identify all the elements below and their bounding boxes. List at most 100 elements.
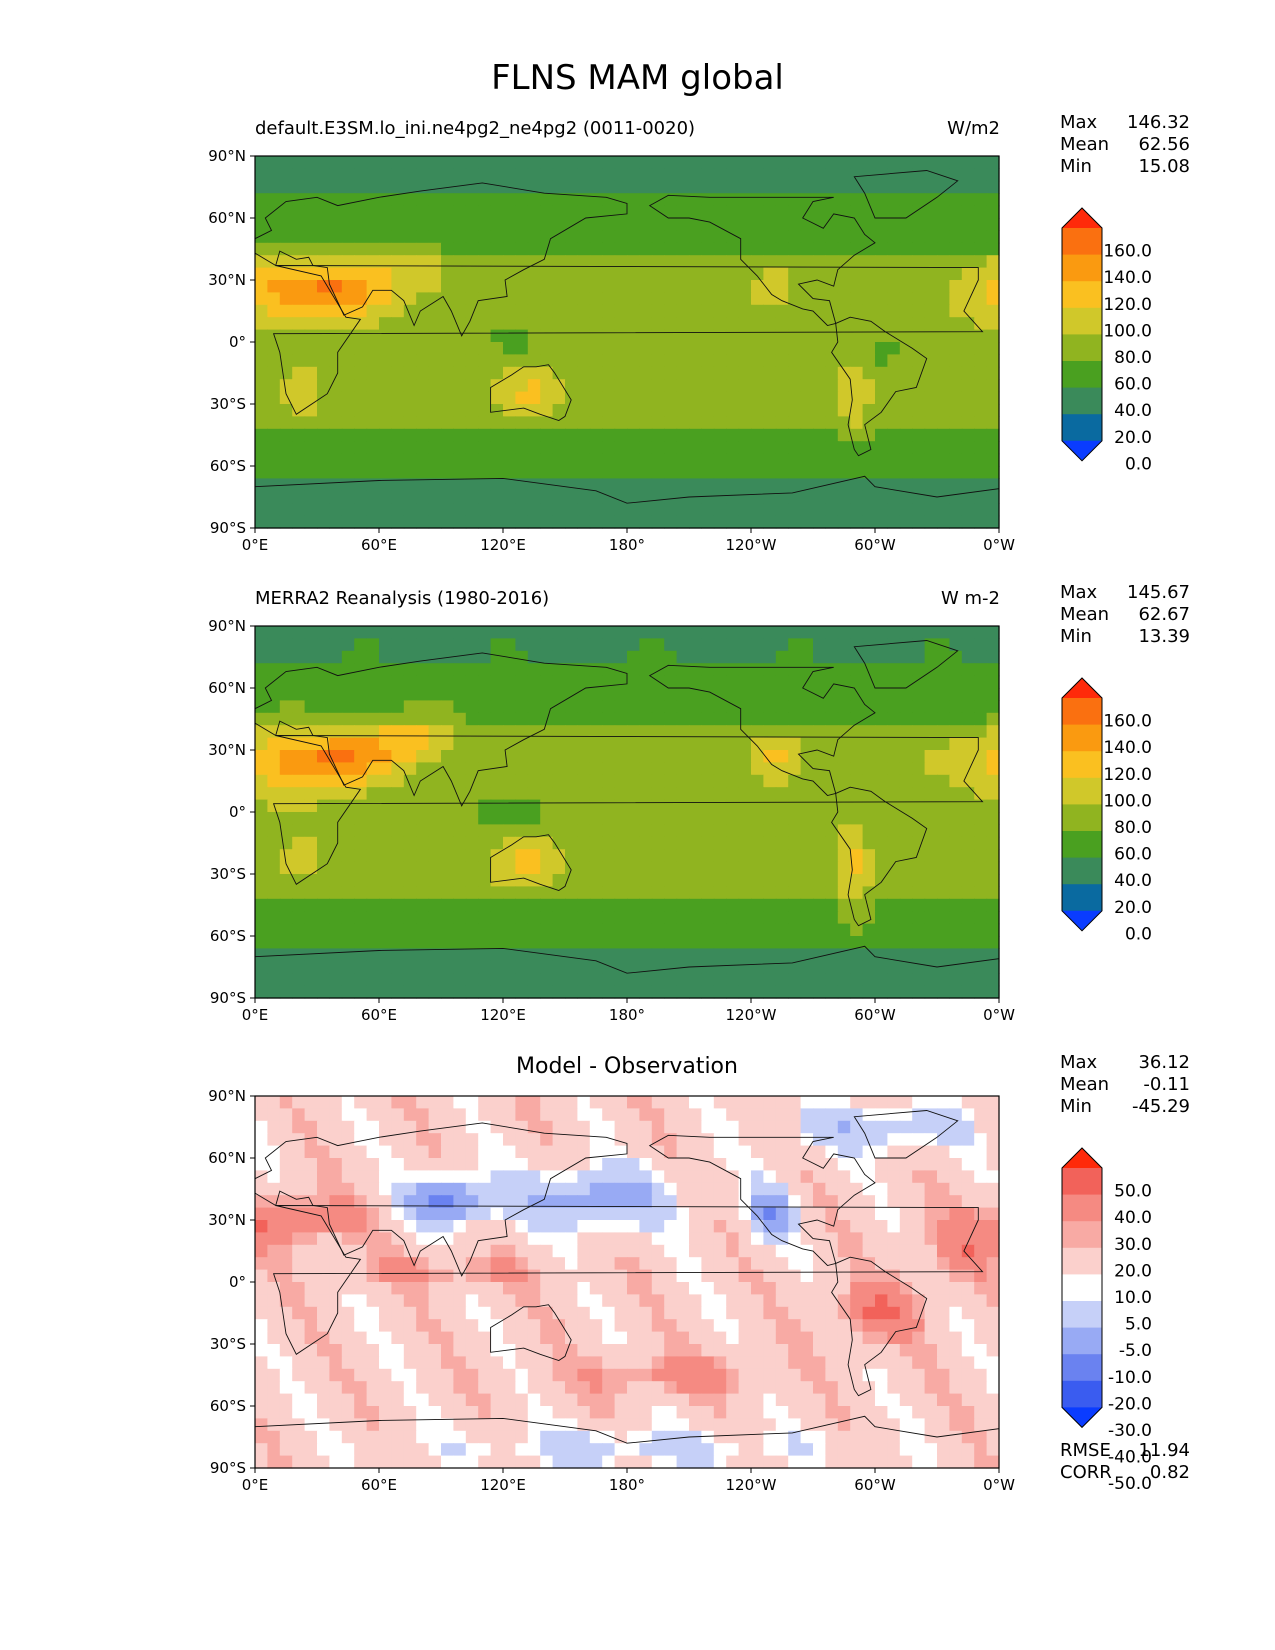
field-cell <box>366 503 380 517</box>
field-cell <box>279 490 293 504</box>
field-cell <box>292 242 306 256</box>
field-cell <box>465 1195 479 1209</box>
field-cell <box>577 404 591 417</box>
field-cell <box>490 441 504 455</box>
field-cell <box>788 205 802 219</box>
field-cell <box>763 180 777 194</box>
field-cell <box>614 1145 628 1159</box>
field-cell <box>788 1319 802 1333</box>
field-cell <box>850 1182 864 1196</box>
field-cell <box>267 1232 281 1246</box>
field-cell <box>614 1294 628 1308</box>
field-cell <box>738 1182 752 1196</box>
field-cell <box>503 836 516 850</box>
field-cell <box>354 948 368 962</box>
field-cell <box>441 1195 454 1209</box>
field-cell <box>837 490 851 504</box>
field-cell <box>788 762 802 776</box>
field-cell <box>974 973 988 987</box>
field-cell <box>341 985 355 999</box>
field-cell <box>800 404 814 417</box>
field-cell <box>775 650 789 664</box>
field-cell <box>825 428 839 442</box>
field-cell <box>428 230 442 244</box>
field-cell <box>279 737 293 751</box>
field-cell <box>490 317 504 331</box>
field-cell <box>416 1244 430 1258</box>
field-cell <box>664 1344 678 1357</box>
field-cell <box>800 787 814 801</box>
field-cell <box>639 317 653 331</box>
field-cell <box>341 1257 355 1271</box>
field-cell <box>453 985 467 999</box>
field-cell <box>341 180 355 194</box>
field-cell <box>490 329 504 343</box>
field-cell <box>800 700 814 714</box>
field-cell <box>924 267 938 281</box>
field-cell <box>775 441 789 455</box>
field-cell <box>366 985 380 999</box>
field-cell <box>751 650 764 664</box>
field-cell <box>949 255 963 269</box>
field-cell <box>676 1096 690 1109</box>
field-cell <box>800 762 814 776</box>
field-cell <box>887 1170 901 1184</box>
field-cell <box>837 379 851 393</box>
field-cell <box>949 886 963 900</box>
field-cell <box>453 712 467 726</box>
field-cell <box>986 688 1000 701</box>
field-cell <box>639 1232 653 1246</box>
field-cell <box>416 230 430 244</box>
field-cell <box>465 688 479 701</box>
field-cell <box>565 1269 578 1283</box>
field-cell <box>267 774 281 788</box>
field-cell <box>689 168 702 182</box>
field-cell <box>267 923 281 937</box>
colorbar-segment <box>1062 281 1102 309</box>
field-cell <box>763 1244 777 1258</box>
field-cell <box>825 1108 839 1122</box>
field-cell <box>639 762 653 776</box>
field-cell <box>552 1294 566 1308</box>
field-cell <box>354 1244 368 1258</box>
field-cell <box>255 267 268 281</box>
field-cell <box>602 379 616 393</box>
field-cell <box>540 342 554 355</box>
field-cell <box>379 1282 392 1295</box>
field-cell <box>664 1133 678 1147</box>
field-cell <box>366 242 380 256</box>
field-cell <box>825 205 839 219</box>
field-cell <box>887 725 901 739</box>
field-cell <box>453 230 467 244</box>
field-cell <box>664 490 678 504</box>
field-cell <box>527 1207 541 1221</box>
field-cell <box>689 453 702 467</box>
field-cell <box>279 1269 293 1283</box>
field-cell <box>825 799 839 813</box>
field-cell <box>465 1170 479 1184</box>
field-cell <box>391 787 405 801</box>
field-cell <box>850 503 864 517</box>
field-cell <box>428 441 442 455</box>
field-cell <box>478 638 492 652</box>
field-cell <box>639 824 653 838</box>
field-cell <box>775 342 789 355</box>
field-cell <box>751 688 764 701</box>
field-cell <box>589 812 603 825</box>
field-cell <box>565 1207 578 1221</box>
field-cell <box>465 787 479 801</box>
field-cell <box>875 292 888 306</box>
field-cell <box>490 391 504 405</box>
field-cell <box>961 948 975 962</box>
field-cell <box>726 515 740 529</box>
field-cell <box>664 342 678 355</box>
field-cell <box>713 379 727 393</box>
field-cell <box>651 156 665 169</box>
field-cell <box>639 205 653 219</box>
field-cell <box>465 650 479 664</box>
field-cell <box>701 156 715 169</box>
field-cell <box>837 180 851 194</box>
field-cell <box>614 936 628 949</box>
field-cell <box>267 292 281 306</box>
field-cell <box>565 180 578 194</box>
